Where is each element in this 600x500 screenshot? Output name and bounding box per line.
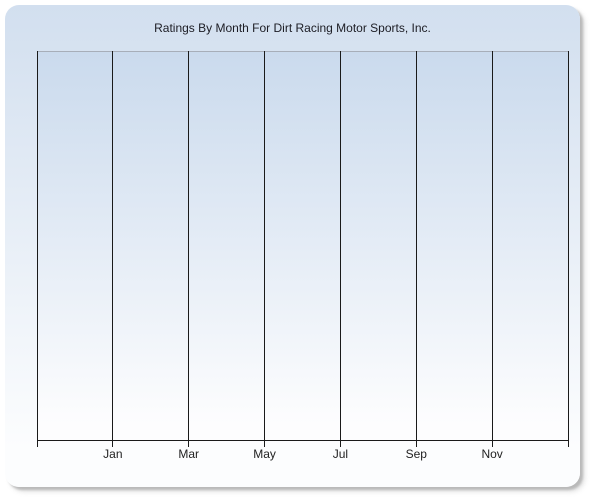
x-axis-label: Jan <box>103 447 123 461</box>
vertical-gridline <box>491 51 493 440</box>
vertical-gridline <box>415 51 417 440</box>
vertical-gridline <box>264 51 266 440</box>
vertical-gridline <box>567 51 569 440</box>
chart-panel: Ratings By Month For Dirt Racing Motor S… <box>5 5 580 487</box>
x-axis-label: Sep <box>405 447 427 461</box>
vertical-gridline <box>339 51 341 440</box>
x-axis-tick <box>491 440 493 447</box>
x-axis-label: May <box>253 447 276 461</box>
plot-area <box>36 51 569 440</box>
vertical-gridline <box>112 51 114 440</box>
x-axis-label: Jul <box>332 447 349 461</box>
x-axis-tick <box>188 440 190 447</box>
x-axis-tick <box>339 440 341 447</box>
x-axis-tick <box>36 440 38 447</box>
vertical-gridline <box>36 51 38 440</box>
x-axis-tick <box>264 440 266 447</box>
x-axis-labels: Jan Mar May Jul Sep Nov <box>37 447 568 463</box>
vertical-gridline <box>188 51 190 440</box>
x-axis-line <box>36 440 569 447</box>
x-axis-tick <box>567 440 569 447</box>
chart-title: Ratings By Month For Dirt Racing Motor S… <box>154 21 431 35</box>
x-axis-tick <box>415 440 417 447</box>
x-axis-label: Nov <box>481 447 503 461</box>
x-axis-tick <box>112 440 114 447</box>
x-axis-label: Mar <box>178 447 200 461</box>
